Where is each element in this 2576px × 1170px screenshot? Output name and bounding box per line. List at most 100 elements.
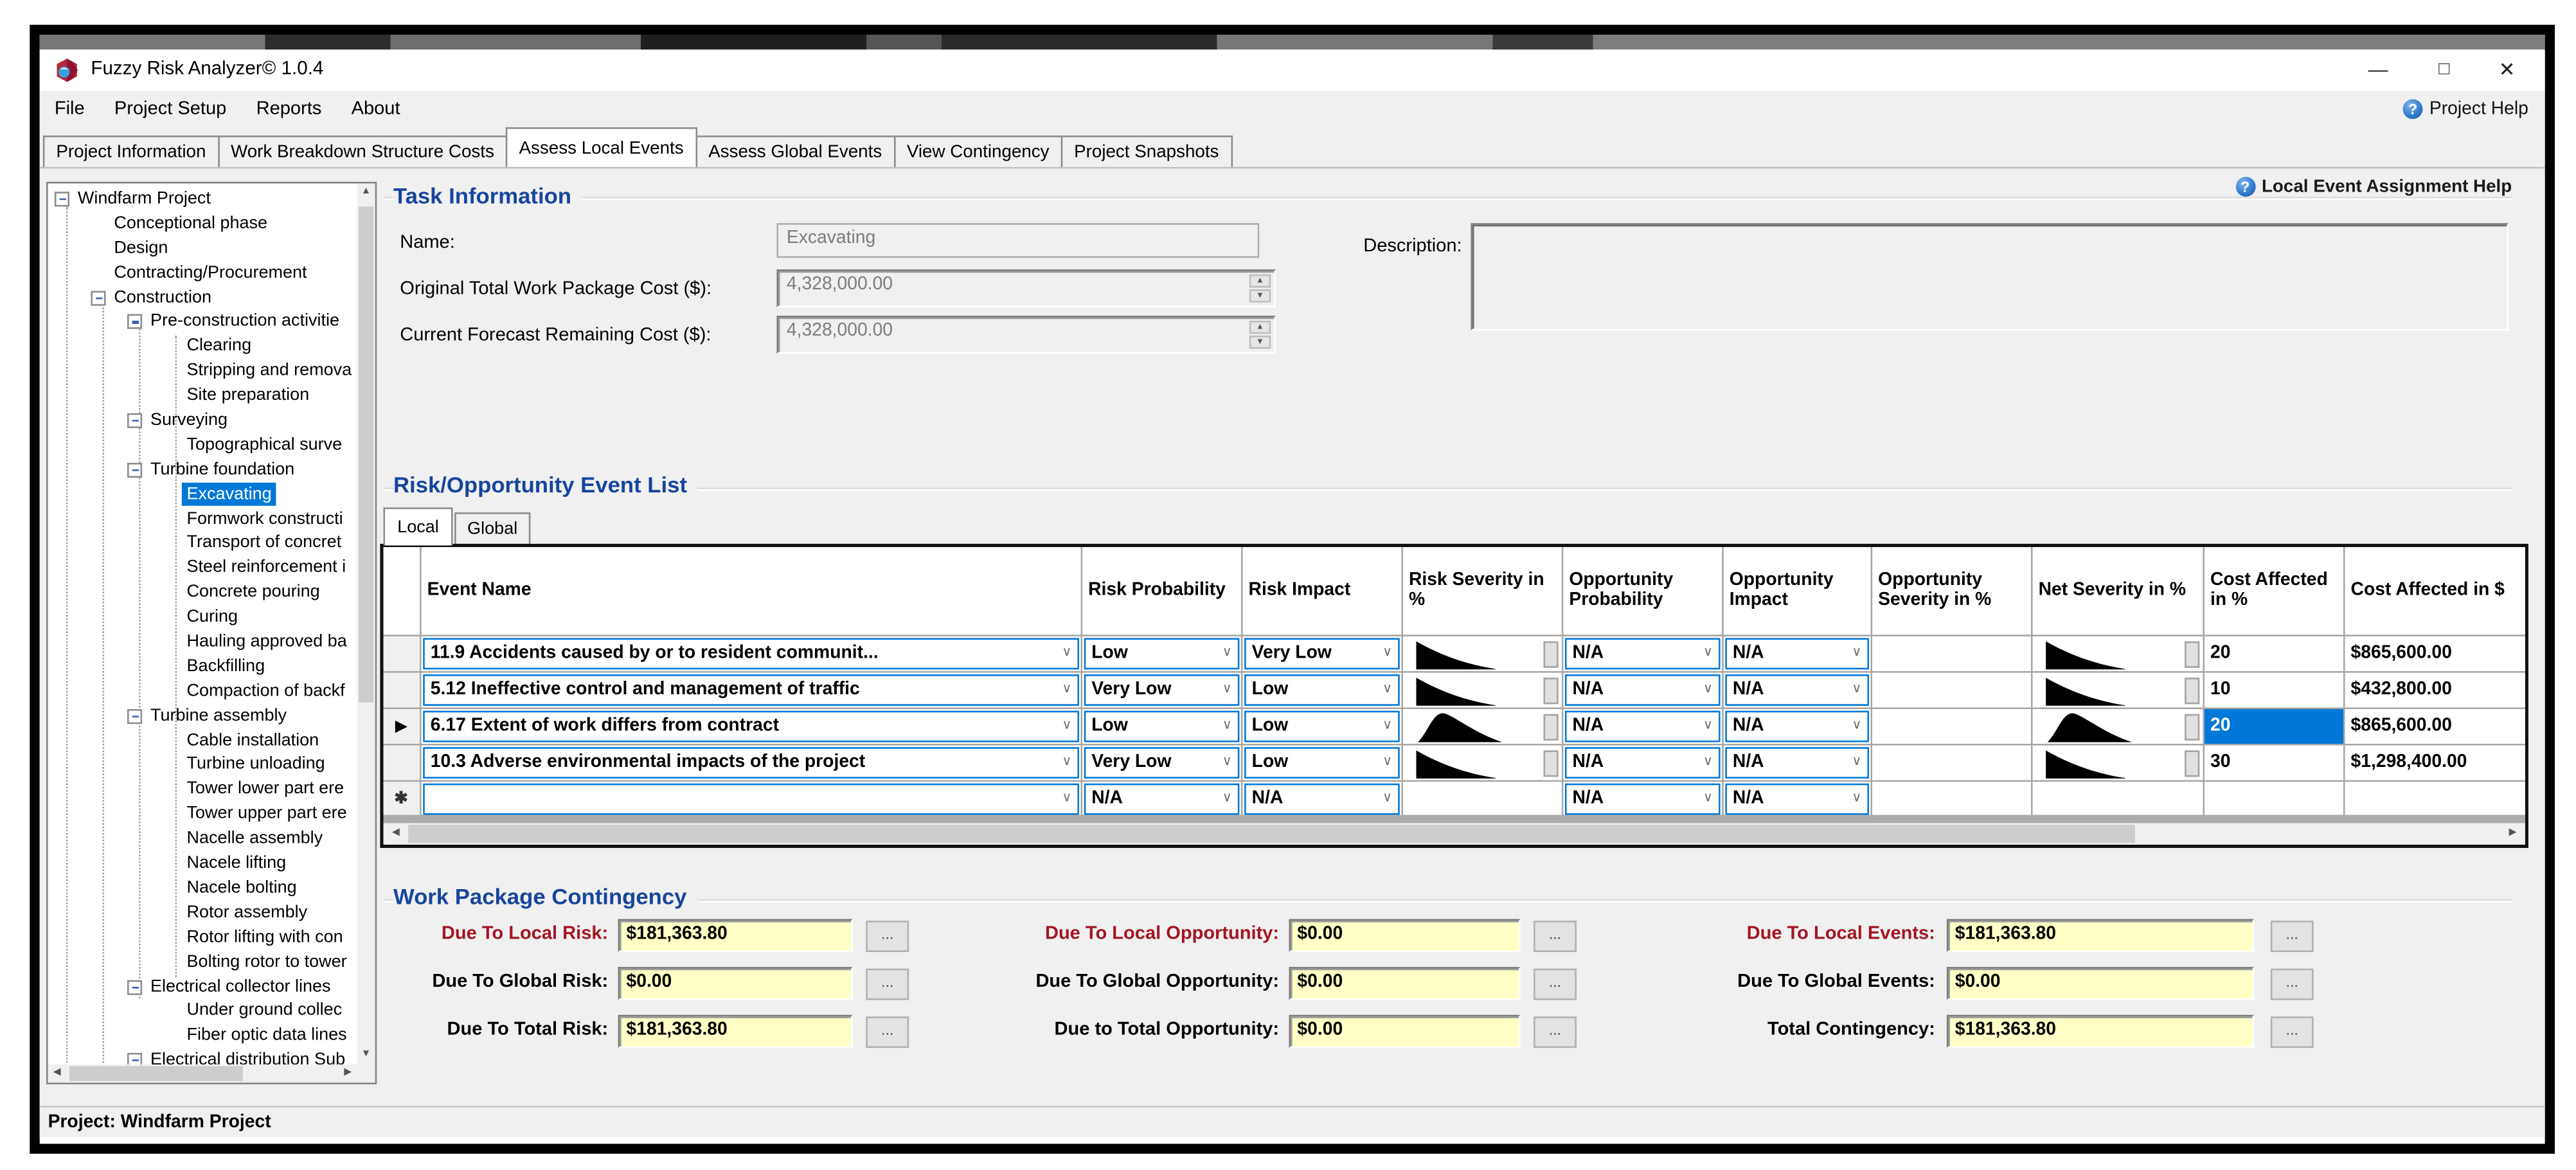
net-severity-edit-button[interactable]: [2183, 750, 2199, 777]
collapse-icon[interactable]: [127, 314, 143, 330]
tree-vscroll-thumb[interactable]: [358, 206, 374, 703]
scroll-right-icon[interactable]: ▶: [2509, 828, 2517, 838]
forecast-cost-stepper[interactable]: ▲ ▼: [1249, 320, 1271, 349]
scroll-left-icon[interactable]: ◀: [391, 828, 400, 838]
collapse-icon[interactable]: [127, 979, 143, 995]
cost-affected-pct-cell[interactable]: 30: [2210, 752, 2231, 772]
collapse-icon[interactable]: [127, 1053, 143, 1065]
opportunity-severity-cell[interactable]: [1870, 634, 2032, 672]
net-severity-edit-button[interactable]: [2183, 640, 2199, 667]
opportunity-severity-cell[interactable]: [1870, 779, 2032, 818]
collapse-icon[interactable]: [127, 413, 143, 428]
tree-item-curing[interactable]: Curing: [48, 605, 357, 629]
due-to-global-events-browse-button[interactable]: ...: [2270, 968, 2314, 1000]
opportunity-impact-dropdown[interactable]: N/A ∨: [1724, 673, 1868, 705]
menu-item-project-setup[interactable]: Project Setup: [114, 99, 227, 120]
cost-affected-usd-cell[interactable]: $432,800.00: [2350, 679, 2452, 699]
collapse-icon[interactable]: [54, 192, 69, 207]
spin-down-icon[interactable]: ▼: [1249, 335, 1271, 349]
tree-item-nacele-bolting[interactable]: Nacele bolting: [48, 876, 357, 901]
due-to-global-events-field[interactable]: $0.00: [1946, 967, 2255, 1000]
local-event-help-link[interactable]: ? Local Event Assignment Help: [2235, 177, 2512, 197]
column-header-opportunity-impact[interactable]: Opportunity Impact: [1721, 547, 1872, 636]
due-to-local-risk-browse-button[interactable]: ...: [866, 921, 909, 953]
row-header[interactable]: [383, 670, 421, 708]
tree-item-formwork-constructi[interactable]: Formwork constructi: [48, 507, 357, 531]
cost-affected-usd-cell[interactable]: $865,600.00: [2350, 643, 2452, 663]
opportunity-impact-dropdown[interactable]: N/A ∨: [1724, 746, 1868, 778]
row-header[interactable]: ✱: [383, 779, 421, 818]
tree-item-tower-upper-part-ere[interactable]: Tower upper part ere: [48, 802, 357, 827]
row-header[interactable]: [383, 634, 421, 672]
tree-item-transport-of-concret[interactable]: Transport of concret: [48, 532, 357, 556]
tab-view-contingency[interactable]: View Contingency: [893, 135, 1063, 167]
menu-item-reports[interactable]: Reports: [256, 99, 322, 120]
tree-item-bolting-rotor-to-tower[interactable]: Bolting rotor to tower: [48, 950, 357, 974]
cost-affected-pct-cell[interactable]: 20: [2210, 643, 2231, 663]
tree-item-nacele-lifting[interactable]: Nacele lifting: [48, 851, 357, 876]
tree-item-backfilling[interactable]: Backfilling: [48, 654, 357, 679]
tree-item-windfarm-project[interactable]: Windfarm Project: [48, 187, 357, 212]
maximize-button[interactable]: □: [2438, 59, 2450, 80]
opportunity-probability-dropdown[interactable]: N/A ∨: [1564, 782, 1720, 815]
tree-item-hauling-approved-ba[interactable]: Hauling approved ba: [48, 630, 357, 654]
event-name-dropdown[interactable]: 10.3 Adverse environmental impacts of th…: [422, 746, 1078, 778]
total-contingency-field[interactable]: $181,363.80: [1946, 1014, 2255, 1048]
due-to-local-opportunity-browse-button[interactable]: ...: [1534, 921, 1577, 953]
row-header[interactable]: [383, 742, 421, 781]
risk-impact-dropdown[interactable]: N/A ∨: [1243, 782, 1399, 815]
column-header-risk-impact[interactable]: Risk Impact: [1240, 547, 1402, 636]
tab-assess-local-events[interactable]: Assess Local Events: [505, 127, 697, 167]
tree-item-design[interactable]: Design: [48, 236, 357, 260]
net-severity-edit-button[interactable]: [2183, 713, 2199, 740]
risk-severity-edit-button[interactable]: [1543, 676, 1558, 704]
minimize-button[interactable]: —: [2368, 57, 2388, 81]
spin-up-icon[interactable]: ▲: [1249, 320, 1271, 334]
column-header-opportunity-probability[interactable]: Opportunity Probability: [1561, 547, 1723, 636]
tab-global[interactable]: Global: [454, 512, 531, 546]
tree-item-fiber-optic-data-lines[interactable]: Fiber optic data lines: [48, 1023, 357, 1048]
tree-item-rotor-lifting-with-con[interactable]: Rotor lifting with con: [48, 925, 357, 950]
risk-probability-dropdown[interactable]: Very Low ∨: [1083, 673, 1239, 705]
spin-up-icon[interactable]: ▲: [1249, 274, 1271, 288]
tree-horizontal-scrollbar[interactable]: ◀ ▶: [48, 1064, 357, 1083]
net-severity-edit-button[interactable]: [2183, 676, 2199, 704]
column-header-net-severity-in-[interactable]: Net Severity in %: [2030, 547, 2204, 636]
opportunity-severity-cell[interactable]: [1870, 706, 2032, 745]
column-header-cost-affected-in-[interactable]: Cost Affected in $: [2342, 547, 2525, 636]
tab-project-snapshots[interactable]: Project Snapshots: [1060, 135, 1232, 167]
risk-impact-dropdown[interactable]: Low ∨: [1243, 746, 1399, 778]
tree-item-rotor-assembly[interactable]: Rotor assembly: [48, 901, 357, 925]
tree-item-nacelle-assembly[interactable]: Nacelle assembly: [48, 827, 357, 851]
opportunity-severity-cell[interactable]: [1870, 670, 2032, 708]
due-to-total-risk-field[interactable]: $181,363.80: [618, 1014, 853, 1048]
menu-item-file[interactable]: File: [54, 99, 85, 120]
due-to-global-risk-browse-button[interactable]: ...: [866, 968, 909, 1000]
tree-vertical-scrollbar[interactable]: ▲ ▼: [357, 183, 375, 1065]
tab-local[interactable]: Local: [383, 507, 453, 546]
tree-item-electrical-distribution-sub[interactable]: Electrical distribution Sub: [48, 1048, 357, 1065]
cost-affected-usd-cell[interactable]: [2345, 782, 2525, 815]
row-header[interactable]: ▶: [383, 706, 421, 745]
due-to-local-events-field[interactable]: $181,363.80: [1946, 919, 2255, 953]
tree-item-clearing[interactable]: Clearing: [48, 334, 357, 359]
close-button[interactable]: ✕: [2498, 57, 2516, 81]
event-name-dropdown[interactable]: 5.12 Ineffective control and management …: [422, 673, 1078, 705]
opportunity-impact-dropdown[interactable]: N/A ∨: [1724, 710, 1868, 742]
opportunity-probability-dropdown[interactable]: N/A ∨: [1564, 673, 1720, 705]
due-to-global-risk-field[interactable]: $0.00: [618, 967, 853, 1000]
tree-item-turbine-foundation[interactable]: Turbine foundation: [48, 458, 357, 482]
tree-item-site-preparation[interactable]: Site preparation: [48, 384, 357, 408]
scroll-down-icon[interactable]: ▼: [361, 1049, 371, 1060]
tree-item-contracting-procurement[interactable]: Contracting/Procurement: [48, 260, 357, 285]
tree-item-tower-lower-part-ere[interactable]: Tower lower part ere: [48, 777, 357, 802]
due-to-local-events-browse-button[interactable]: ...: [2270, 921, 2314, 953]
event-name-dropdown[interactable]: 11.9 Accidents caused by or to resident …: [422, 637, 1078, 669]
grid-horizontal-scrollbar[interactable]: ◀ ▶: [383, 823, 2525, 845]
original-cost-stepper[interactable]: ▲ ▼: [1249, 274, 1271, 303]
tree-hscroll-thumb[interactable]: [69, 1066, 243, 1081]
opportunity-probability-dropdown[interactable]: N/A ∨: [1564, 637, 1720, 669]
tree-item-cable-installation[interactable]: Cable installation: [48, 728, 357, 753]
tree-item-pre-construction-activitie[interactable]: Pre-construction activitie: [48, 310, 357, 334]
cost-affected-usd-cell[interactable]: $1,298,400.00: [2350, 752, 2467, 772]
